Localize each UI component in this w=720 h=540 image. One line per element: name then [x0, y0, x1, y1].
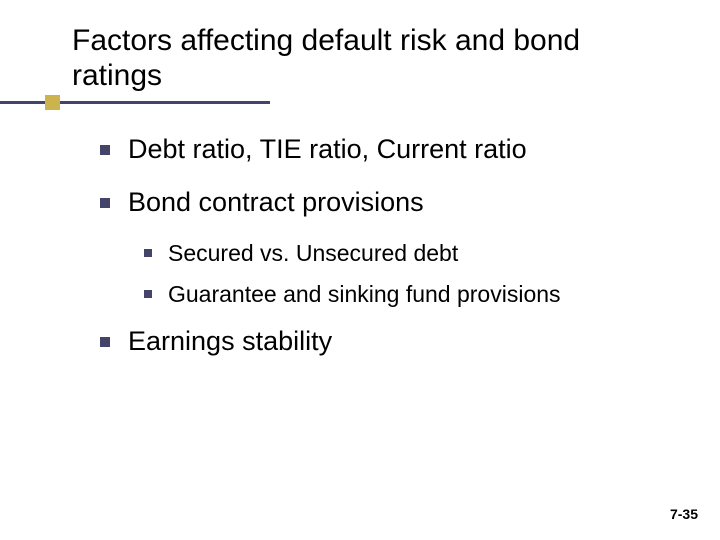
list-item-text: Secured vs. Unsecured debt — [168, 238, 458, 269]
square-bullet-icon — [144, 249, 152, 257]
title-underline — [0, 101, 270, 104]
slide-title: Factors affecting default risk and bond … — [72, 24, 662, 93]
sub-list: Secured vs. Unsecured debt Guarantee and… — [144, 238, 680, 310]
square-bullet-icon — [100, 337, 110, 347]
list-item-text: Debt ratio, TIE ratio, Current ratio — [128, 132, 527, 167]
square-bullet-icon — [144, 290, 152, 298]
list-item-text: Earnings stability — [128, 324, 332, 359]
list-item: Guarantee and sinking fund provisions — [144, 279, 680, 310]
slide-body: Debt ratio, TIE ratio, Current ratio Bon… — [100, 132, 680, 377]
list-item: Earnings stability — [100, 324, 680, 359]
list-item: Debt ratio, TIE ratio, Current ratio — [100, 132, 680, 167]
slide: Factors affecting default risk and bond … — [0, 0, 720, 540]
list-item: Secured vs. Unsecured debt — [144, 238, 680, 269]
page-number: 7-35 — [670, 506, 698, 522]
square-bullet-icon — [100, 145, 110, 155]
list-item-text: Guarantee and sinking fund provisions — [168, 279, 561, 310]
list-item: Bond contract provisions — [100, 185, 680, 220]
square-bullet-icon — [100, 198, 110, 208]
list-item-text: Bond contract provisions — [128, 185, 424, 220]
title-accent-square — [45, 95, 60, 110]
